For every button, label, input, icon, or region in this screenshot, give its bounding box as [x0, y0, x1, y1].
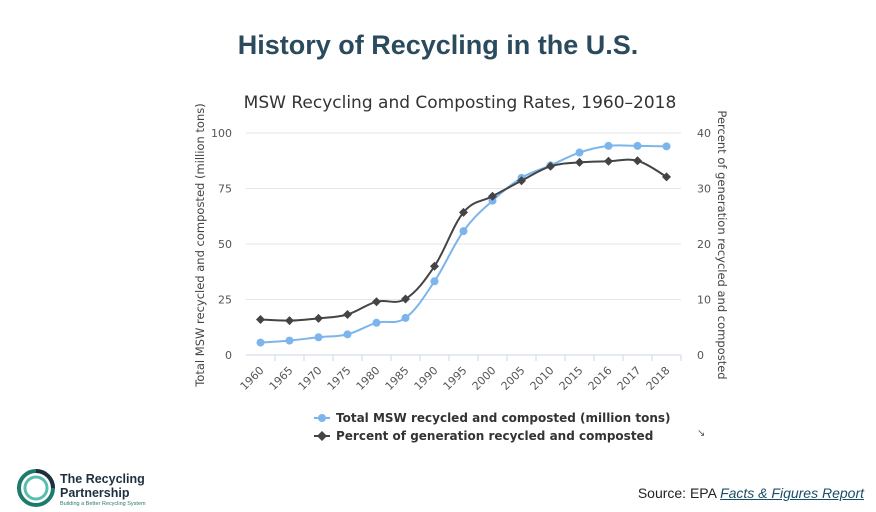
data-point: [633, 156, 642, 166]
data-point: [604, 141, 613, 150]
data-point: [517, 176, 526, 186]
y-axis-left-title: Total MSW recycled and composted (millio…: [193, 103, 207, 387]
y-left-tick-label: 100: [211, 127, 232, 140]
y-right-tick-label: 0: [697, 349, 704, 362]
data-point: [488, 191, 497, 201]
cursor-icon: ↘: [697, 428, 706, 439]
x-tick-label: 2016: [586, 364, 615, 393]
legend-marker-tons: [318, 414, 326, 422]
data-point: [372, 297, 381, 307]
data-point: [662, 142, 671, 151]
chart-legend[interactable]: Total MSW recycled and composted (millio…: [314, 411, 671, 443]
x-tick-label: 1985: [383, 364, 412, 393]
y-left-tick-label: 50: [218, 238, 232, 251]
logo-line1: The Recycling: [60, 472, 145, 486]
legend-item-percent[interactable]: Percent of generation recycled and compo…: [314, 429, 653, 443]
data-point: [285, 336, 294, 345]
x-tick-label: 1965: [267, 364, 296, 393]
chart-title: MSW Recycling and Composting Rates, 1960…: [244, 93, 677, 113]
recycling-partnership-logo: The Recycling Partnership Building a Bet…: [16, 468, 196, 508]
data-point: [430, 261, 439, 271]
x-tick-label: 2017: [615, 364, 644, 393]
data-point: [633, 141, 642, 150]
x-tick-label: 2018: [644, 364, 673, 393]
x-tick-label: 2005: [499, 364, 528, 393]
data-point: [459, 207, 468, 217]
x-tick-label: 1995: [441, 364, 470, 393]
y-axis-right-title: Percent of generation recycled and compo…: [715, 110, 729, 379]
x-tick-label: 2015: [557, 364, 586, 393]
x-tick-label: 1960: [238, 364, 267, 393]
legend-label-percent: Percent of generation recycled and compo…: [336, 429, 653, 443]
source-note: Source: EPA Facts & Figures Report: [638, 485, 864, 501]
data-point: [459, 227, 468, 236]
data-point: [430, 277, 439, 286]
data-point: [256, 338, 265, 347]
data-point: [662, 172, 671, 182]
data-point: [372, 318, 381, 327]
chart-grid: [246, 132, 681, 356]
data-point: [343, 330, 352, 339]
legend-label-tons: Total MSW recycled and composted (millio…: [336, 411, 671, 425]
data-point: [285, 316, 294, 326]
logo-tagline: Building a Better Recycling System: [60, 501, 146, 507]
series-percent: [256, 156, 671, 326]
data-point: [314, 333, 323, 342]
legend-item-tons[interactable]: Total MSW recycled and composted (millio…: [314, 411, 671, 425]
chart-series: [256, 141, 671, 347]
y-right-tick-label: 20: [697, 238, 711, 251]
x-tick-label: 1980: [354, 364, 383, 393]
data-point: [546, 161, 555, 171]
data-point: [343, 309, 352, 319]
logo-mark-icon: [17, 469, 55, 507]
y-right-tick-label: 40: [697, 127, 711, 140]
y-axis-right-ticks: 0 10 20 30 40: [697, 127, 711, 362]
y-left-tick-label: 75: [218, 183, 232, 196]
y-right-tick-label: 10: [697, 294, 711, 307]
x-axis-ticks: 1960 1965 1970 1975 1980 1985 1990 1995 2000 2005…: [238, 355, 682, 393]
slide-title: History of Recycling in the U.S.: [237, 30, 639, 60]
y-left-tick-label: 25: [218, 294, 232, 307]
y-axis-left-ticks: 0 25 50 75 100: [211, 127, 232, 362]
x-tick-label: 1990: [412, 364, 441, 393]
data-point: [575, 148, 584, 157]
x-tick-label: 1970: [296, 364, 325, 393]
legend-marker-percent: [317, 431, 327, 441]
data-point: [604, 156, 613, 166]
recycling-chart: MSW Recycling and Composting Rates, 1960…: [193, 93, 729, 443]
series-line: [260, 158, 668, 322]
x-tick-label: 2010: [528, 364, 557, 393]
data-point: [314, 313, 323, 323]
logo-line2: Partnership: [60, 486, 130, 500]
x-tick-label: 2000: [470, 364, 499, 393]
data-point: [575, 157, 584, 167]
source-prefix: Source: EPA: [637, 485, 721, 501]
data-point: [401, 294, 410, 304]
y-right-tick-label: 30: [697, 183, 711, 196]
data-point: [256, 314, 265, 324]
source-link[interactable]: Facts & Figures Report: [720, 485, 864, 501]
data-point: [401, 313, 410, 322]
x-tick-label: 1975: [325, 364, 354, 393]
y-left-tick-label: 0: [225, 349, 232, 362]
